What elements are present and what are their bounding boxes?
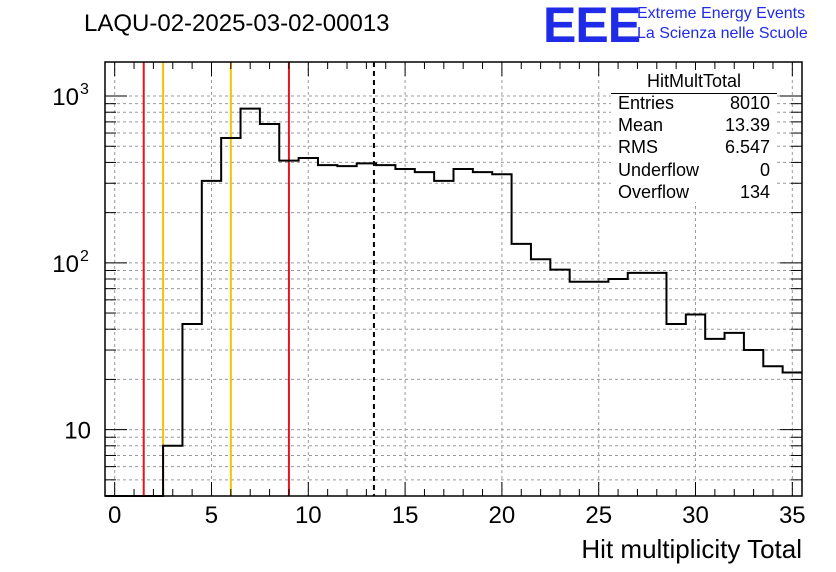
histogram-bin — [531, 259, 550, 496]
histogram-bin — [357, 163, 376, 496]
y-tick-exponent: 3 — [80, 81, 89, 98]
stats-title: HitMultTotal — [646, 71, 742, 91]
histogram-bin — [589, 282, 608, 496]
logo-tagline-1: Extreme Energy Events — [637, 5, 806, 22]
histogram-bin — [570, 282, 589, 496]
histogram-bin — [221, 138, 240, 496]
histogram-bin — [608, 279, 627, 496]
stats-row-underflow: Underflow 0 — [618, 160, 770, 182]
logo-tagline-2: La Scienza nelle Scuole — [637, 25, 808, 42]
x-tick-labels: 0 5 10 15 20 25 30 35 — [108, 502, 806, 529]
stats-label: Mean — [618, 115, 664, 135]
stats-label: Underflow — [618, 160, 700, 180]
histogram-bin — [550, 270, 569, 496]
y-tick-label: 10 — [52, 84, 79, 111]
stats-label: Entries — [618, 93, 675, 113]
x-tick-label: 20 — [489, 502, 516, 529]
histogram-bin — [705, 339, 724, 496]
stats-box: HitMultTotal Entries 8010 Mean 13.39 RMS… — [611, 70, 777, 202]
chart-title: LAQU-02-2025-03-02-00013 — [84, 10, 390, 37]
histogram-bin — [395, 169, 414, 496]
histogram-bin — [686, 315, 705, 496]
stats-value: 134 — [739, 182, 770, 202]
x-tick-label: 15 — [392, 502, 419, 529]
stats-row-rms: RMS 6.547 — [618, 137, 770, 159]
histogram-bin — [163, 446, 182, 496]
histogram-bin — [279, 161, 298, 496]
histogram-bin — [182, 324, 201, 496]
x-tick-label: 10 — [295, 502, 322, 529]
histogram-bin — [337, 166, 356, 496]
y-tick-label: 10 — [64, 418, 91, 445]
histogram-bin — [260, 124, 279, 496]
histogram-bin — [783, 373, 802, 496]
histogram-bin — [744, 350, 763, 496]
stats-value: 13.39 — [724, 115, 770, 135]
stats-label: Overflow — [618, 182, 690, 202]
histogram-bin — [666, 324, 685, 496]
histogram-bin — [415, 172, 434, 496]
x-tick-label: 0 — [108, 502, 121, 529]
x-tick-label: 25 — [585, 502, 612, 529]
histogram-bin — [241, 109, 260, 496]
x-tick-label: 5 — [205, 502, 218, 529]
stats-label: RMS — [618, 137, 658, 157]
stats-value: 8010 — [729, 93, 770, 113]
axes — [104, 61, 803, 497]
stats-divider — [611, 93, 777, 94]
plot-frame — [104, 61, 803, 497]
stats-value: 6.547 — [724, 137, 770, 157]
x-axis-label: Hit multiplicity Total — [581, 534, 802, 564]
histogram-bin — [454, 169, 473, 496]
stats-row-overflow: Overflow 134 — [618, 182, 770, 204]
histogram-bin — [492, 174, 511, 496]
histogram-bin — [628, 273, 647, 496]
y-tick-exponent: 2 — [80, 248, 89, 265]
stats-row-entries: Entries 8010 — [618, 93, 770, 115]
eee-logo: EEE — [543, 0, 641, 53]
histogram-bin — [202, 181, 221, 496]
histogram-bin — [376, 165, 395, 496]
histogram-bin — [299, 158, 318, 496]
histogram-bin — [763, 366, 782, 496]
x-tick-label: 35 — [779, 502, 806, 529]
histogram-bin — [512, 244, 531, 496]
stats-value: 0 — [759, 160, 770, 180]
histogram-bin — [434, 181, 453, 496]
histogram-series — [105, 107, 802, 497]
histogram-outline — [105, 107, 802, 497]
histogram-bin — [473, 172, 492, 496]
stats-row-mean: Mean 13.39 — [618, 115, 770, 137]
x-tick-label: 30 — [682, 502, 709, 529]
histogram-bin — [318, 165, 337, 496]
histogram-bin — [647, 273, 666, 496]
histogram-bin — [725, 333, 744, 496]
marker-lines — [142, 62, 375, 496]
y-tick-label: 10 — [52, 251, 79, 278]
